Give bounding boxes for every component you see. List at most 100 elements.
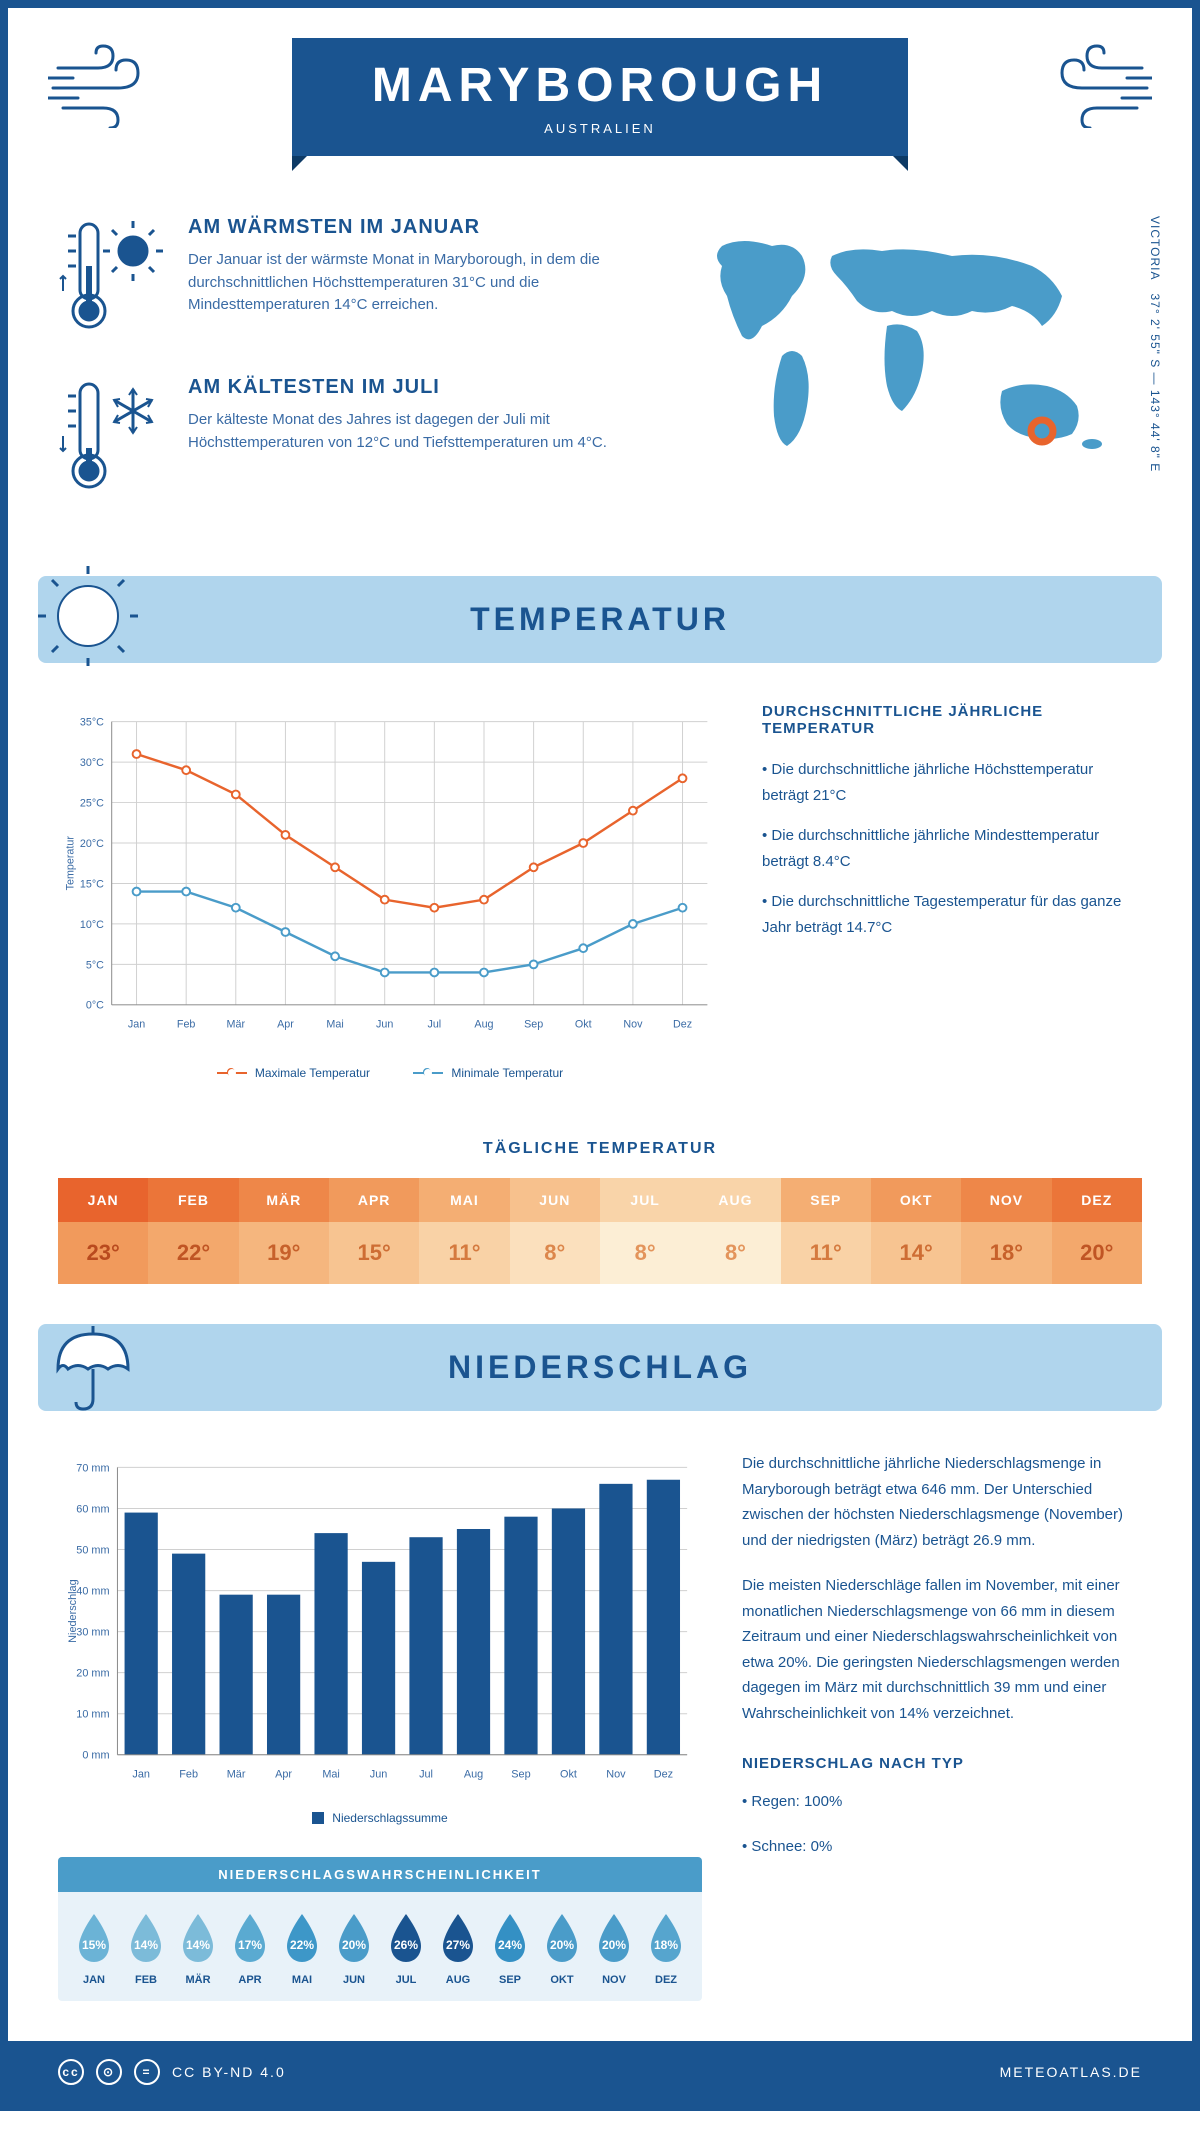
- warmest-block: AM WÄRMSTEN IM JANUAR Der Januar ist der…: [58, 216, 652, 341]
- svg-text:Feb: Feb: [177, 1018, 196, 1030]
- probability-drop: 22%MAI: [281, 1912, 323, 1986]
- warmest-text: Der Januar ist der wärmste Monat in Mary…: [188, 249, 652, 317]
- svg-text:Nov: Nov: [623, 1018, 643, 1030]
- svg-text:Mai: Mai: [322, 1769, 340, 1781]
- precip-type1: • Regen: 100%: [742, 1789, 1142, 1815]
- temp-info-p3: • Die durchschnittliche Tagestemperatur …: [762, 889, 1142, 940]
- warmest-title: AM WÄRMSTEN IM JANUAR: [188, 216, 652, 239]
- coldest-title: AM KÄLTESTEN IM JULI: [188, 376, 652, 399]
- svg-text:Sep: Sep: [511, 1769, 530, 1781]
- temp-cell: MAI11°: [419, 1178, 509, 1284]
- probability-drop: 17%APR: [229, 1912, 271, 1986]
- svg-text:Jul: Jul: [427, 1018, 441, 1030]
- footer: cc ⊙ = CC BY-ND 4.0 METEOATLAS.DE: [8, 2041, 1192, 2103]
- svg-text:Mär: Mär: [227, 1769, 246, 1781]
- temp-cell: JAN23°: [58, 1178, 148, 1284]
- coldest-text: Der kälteste Monat des Jahres ist dagege…: [188, 409, 652, 454]
- svg-text:18%: 18%: [654, 1938, 678, 1952]
- svg-text:24%: 24%: [498, 1938, 522, 1952]
- sun-icon: [38, 566, 138, 671]
- svg-text:Jun: Jun: [370, 1769, 388, 1781]
- svg-text:30 mm: 30 mm: [76, 1627, 109, 1639]
- svg-text:Feb: Feb: [179, 1769, 198, 1781]
- svg-text:40 mm: 40 mm: [76, 1586, 109, 1598]
- temp-cell: JUN8°: [510, 1178, 600, 1284]
- temperature-line-chart: 0°C5°C10°C15°C20°C25°C30°C35°CJanFebMärA…: [58, 703, 722, 1080]
- wind-icon-left: [48, 38, 168, 133]
- probability-drop: 15%JAN: [73, 1912, 115, 1986]
- world-map: VICTORIA 37° 2' 55" S — 143° 44' 8" E: [692, 216, 1142, 536]
- svg-text:Mär: Mär: [227, 1018, 246, 1030]
- svg-text:20%: 20%: [342, 1938, 366, 1952]
- svg-text:Niederschlag: Niederschlag: [67, 1579, 79, 1642]
- svg-text:Jan: Jan: [128, 1018, 145, 1030]
- svg-text:14%: 14%: [134, 1938, 158, 1952]
- temp-cell: JUL8°: [600, 1178, 690, 1284]
- license-text: CC BY-ND 4.0: [172, 2064, 286, 2080]
- svg-text:Jul: Jul: [419, 1769, 433, 1781]
- site-name: METEOATLAS.DE: [1000, 2064, 1142, 2080]
- svg-text:Apr: Apr: [277, 1018, 294, 1030]
- precipitation-header: NIEDERSCHLAG: [38, 1324, 1162, 1411]
- thermometer-snowflake-icon: [58, 376, 168, 501]
- svg-text:Sep: Sep: [524, 1018, 543, 1030]
- svg-text:Jan: Jan: [132, 1769, 150, 1781]
- svg-text:26%: 26%: [394, 1938, 418, 1952]
- precip-p2: Die meisten Niederschläge fallen im Nove…: [742, 1573, 1142, 1726]
- svg-text:0°C: 0°C: [86, 1000, 104, 1012]
- svg-text:Apr: Apr: [275, 1769, 292, 1781]
- temp-info-p1: • Die durchschnittliche jährliche Höchst…: [762, 757, 1142, 808]
- thermometer-sun-icon: [58, 216, 168, 341]
- probability-drop: 26%JUL: [385, 1912, 427, 1986]
- svg-text:14%: 14%: [186, 1938, 210, 1952]
- temp-info-p2: • Die durchschnittliche jährliche Mindes…: [762, 823, 1142, 874]
- precipitation-title: NIEDERSCHLAG: [88, 1349, 1112, 1386]
- title-banner: MARYBOROUGH AUSTRALIEN: [292, 38, 908, 156]
- daily-temp-title: TÄGLICHE TEMPERATUR: [8, 1140, 1192, 1158]
- cc-icon: cc: [58, 2059, 84, 2085]
- svg-text:Okt: Okt: [560, 1769, 577, 1781]
- probability-drop: 24%SEP: [489, 1912, 531, 1986]
- probability-drop: 20%NOV: [593, 1912, 635, 1986]
- probability-drop: 20%JUN: [333, 1912, 375, 1986]
- coldest-block: AM KÄLTESTEN IM JULI Der kälteste Monat …: [58, 376, 652, 501]
- svg-text:Dez: Dez: [654, 1769, 673, 1781]
- svg-text:Temperatur: Temperatur: [65, 836, 77, 891]
- temp-info-title: DURCHSCHNITTLICHE JÄHRLICHE TEMPERATUR: [762, 703, 1142, 737]
- svg-text:50 mm: 50 mm: [76, 1544, 109, 1556]
- temp-cell: OKT14°: [871, 1178, 961, 1284]
- svg-text:30°C: 30°C: [80, 757, 104, 769]
- svg-text:20 mm: 20 mm: [76, 1668, 109, 1680]
- probability-section: NIEDERSCHLAGSWAHRSCHEINLICHKEIT 15%JAN14…: [58, 1857, 702, 2001]
- svg-text:Nov: Nov: [606, 1769, 626, 1781]
- svg-text:0 mm: 0 mm: [82, 1750, 109, 1762]
- svg-text:15%: 15%: [82, 1938, 106, 1952]
- precip-type2: • Schnee: 0%: [742, 1834, 1142, 1860]
- daily-temp-table: JAN23°FEB22°MÄR19°APR15°MAI11°JUN8°JUL8°…: [58, 1178, 1142, 1284]
- temp-cell: SEP11°: [781, 1178, 871, 1284]
- temperature-title: TEMPERATUR: [88, 601, 1112, 638]
- svg-text:10 mm: 10 mm: [76, 1709, 109, 1721]
- svg-text:17%: 17%: [238, 1938, 262, 1952]
- svg-text:20%: 20%: [602, 1938, 626, 1952]
- svg-text:25°C: 25°C: [80, 797, 104, 809]
- svg-text:5°C: 5°C: [86, 959, 104, 971]
- coordinates: VICTORIA 37° 2' 55" S — 143° 44' 8" E: [1148, 216, 1162, 472]
- temp-cell: NOV18°: [961, 1178, 1051, 1284]
- temp-cell: FEB22°: [148, 1178, 238, 1284]
- svg-text:70 mm: 70 mm: [76, 1462, 109, 1474]
- legend-min: Minimale Temperatur: [451, 1066, 563, 1080]
- svg-text:Aug: Aug: [464, 1769, 483, 1781]
- svg-text:Mai: Mai: [326, 1018, 343, 1030]
- probability-drop: 18%DEZ: [645, 1912, 687, 1986]
- wind-icon-right: [1032, 38, 1152, 133]
- page-title: MARYBOROUGH: [372, 58, 828, 113]
- svg-text:27%: 27%: [446, 1938, 470, 1952]
- svg-text:Dez: Dez: [673, 1018, 692, 1030]
- probability-drop: 14%FEB: [125, 1912, 167, 1986]
- svg-text:15°C: 15°C: [80, 878, 104, 890]
- precip-p1: Die durchschnittliche jährliche Niedersc…: [742, 1451, 1142, 1553]
- svg-text:Jun: Jun: [376, 1018, 393, 1030]
- probability-drop: 14%MÄR: [177, 1912, 219, 1986]
- precipitation-bar-chart: 0 mm10 mm20 mm30 mm40 mm50 mm60 mm70 mmJ…: [58, 1451, 702, 1791]
